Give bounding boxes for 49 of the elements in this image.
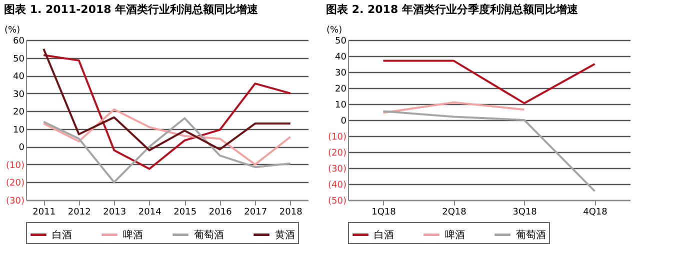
y-axis-title: (%)	[4, 26, 20, 36]
y-tick-label: (50)	[328, 196, 346, 206]
y-tick-label: 30	[335, 68, 347, 78]
legend-label: 白酒	[52, 228, 72, 241]
y-tick-label: 0	[18, 143, 25, 154]
y-tick-label: (20)	[6, 178, 24, 189]
x-tick-label: 2Q18	[442, 208, 467, 218]
line-series	[42, 108, 292, 166]
x-tick-label: 2015	[174, 208, 197, 218]
line-series	[382, 110, 596, 192]
line-series	[42, 54, 292, 170]
x-tick-label: 2012	[68, 208, 91, 218]
y-tick-label: (10)	[6, 160, 24, 171]
y-tick-label: (20)	[328, 148, 346, 158]
y-tick-label: 20	[335, 84, 347, 94]
y-tick-label: 60	[13, 36, 25, 46]
x-tick-label: 4Q18	[583, 208, 608, 218]
y-tick-label: 50	[13, 54, 25, 64]
x-tick-label: 3Q18	[512, 208, 538, 218]
legend-label: 啤酒	[123, 228, 143, 241]
x-tick-label: 1Q18	[372, 208, 396, 218]
y-tick-label: (30)	[328, 164, 346, 174]
y-axis-title: (%)	[326, 26, 342, 36]
x-tick-label: 2013	[103, 208, 126, 218]
y-tick-label: 50	[335, 36, 347, 46]
y-tick-label: 40	[335, 52, 347, 62]
x-tick-label: 2018	[279, 208, 303, 218]
line-series	[42, 117, 292, 184]
chart-title: 图表 1. 2011-2018 年酒类行业利润总额同比增速	[4, 3, 260, 16]
y-tick-label: 20	[13, 108, 25, 118]
legend-label: 黄酒	[275, 228, 295, 241]
y-tick-label: (10)	[328, 132, 346, 142]
y-tick-label: 10	[13, 125, 25, 136]
legend-label: 葡萄酒	[516, 228, 546, 241]
x-tick-label: 2016	[208, 208, 232, 218]
legend-label: 啤酒	[445, 228, 465, 241]
legend-label: 葡萄酒	[194, 228, 224, 241]
y-tick-label: 30	[13, 90, 25, 100]
chart-title: 图表 2. 2018 年酒类行业分季度利润总额同比增速	[326, 3, 579, 16]
y-tick-label: (30)	[6, 196, 24, 206]
line-series	[42, 48, 292, 152]
y-tick-label: 10	[335, 100, 347, 110]
legend-label: 白酒	[374, 228, 394, 241]
x-tick-label: 2014	[138, 208, 162, 218]
y-tick-label: (40)	[328, 180, 346, 190]
x-tick-label: 2011	[32, 208, 56, 218]
x-tick-label: 2017	[244, 208, 268, 218]
y-tick-label: 40	[13, 72, 25, 82]
y-tick-label: 0	[340, 116, 347, 126]
